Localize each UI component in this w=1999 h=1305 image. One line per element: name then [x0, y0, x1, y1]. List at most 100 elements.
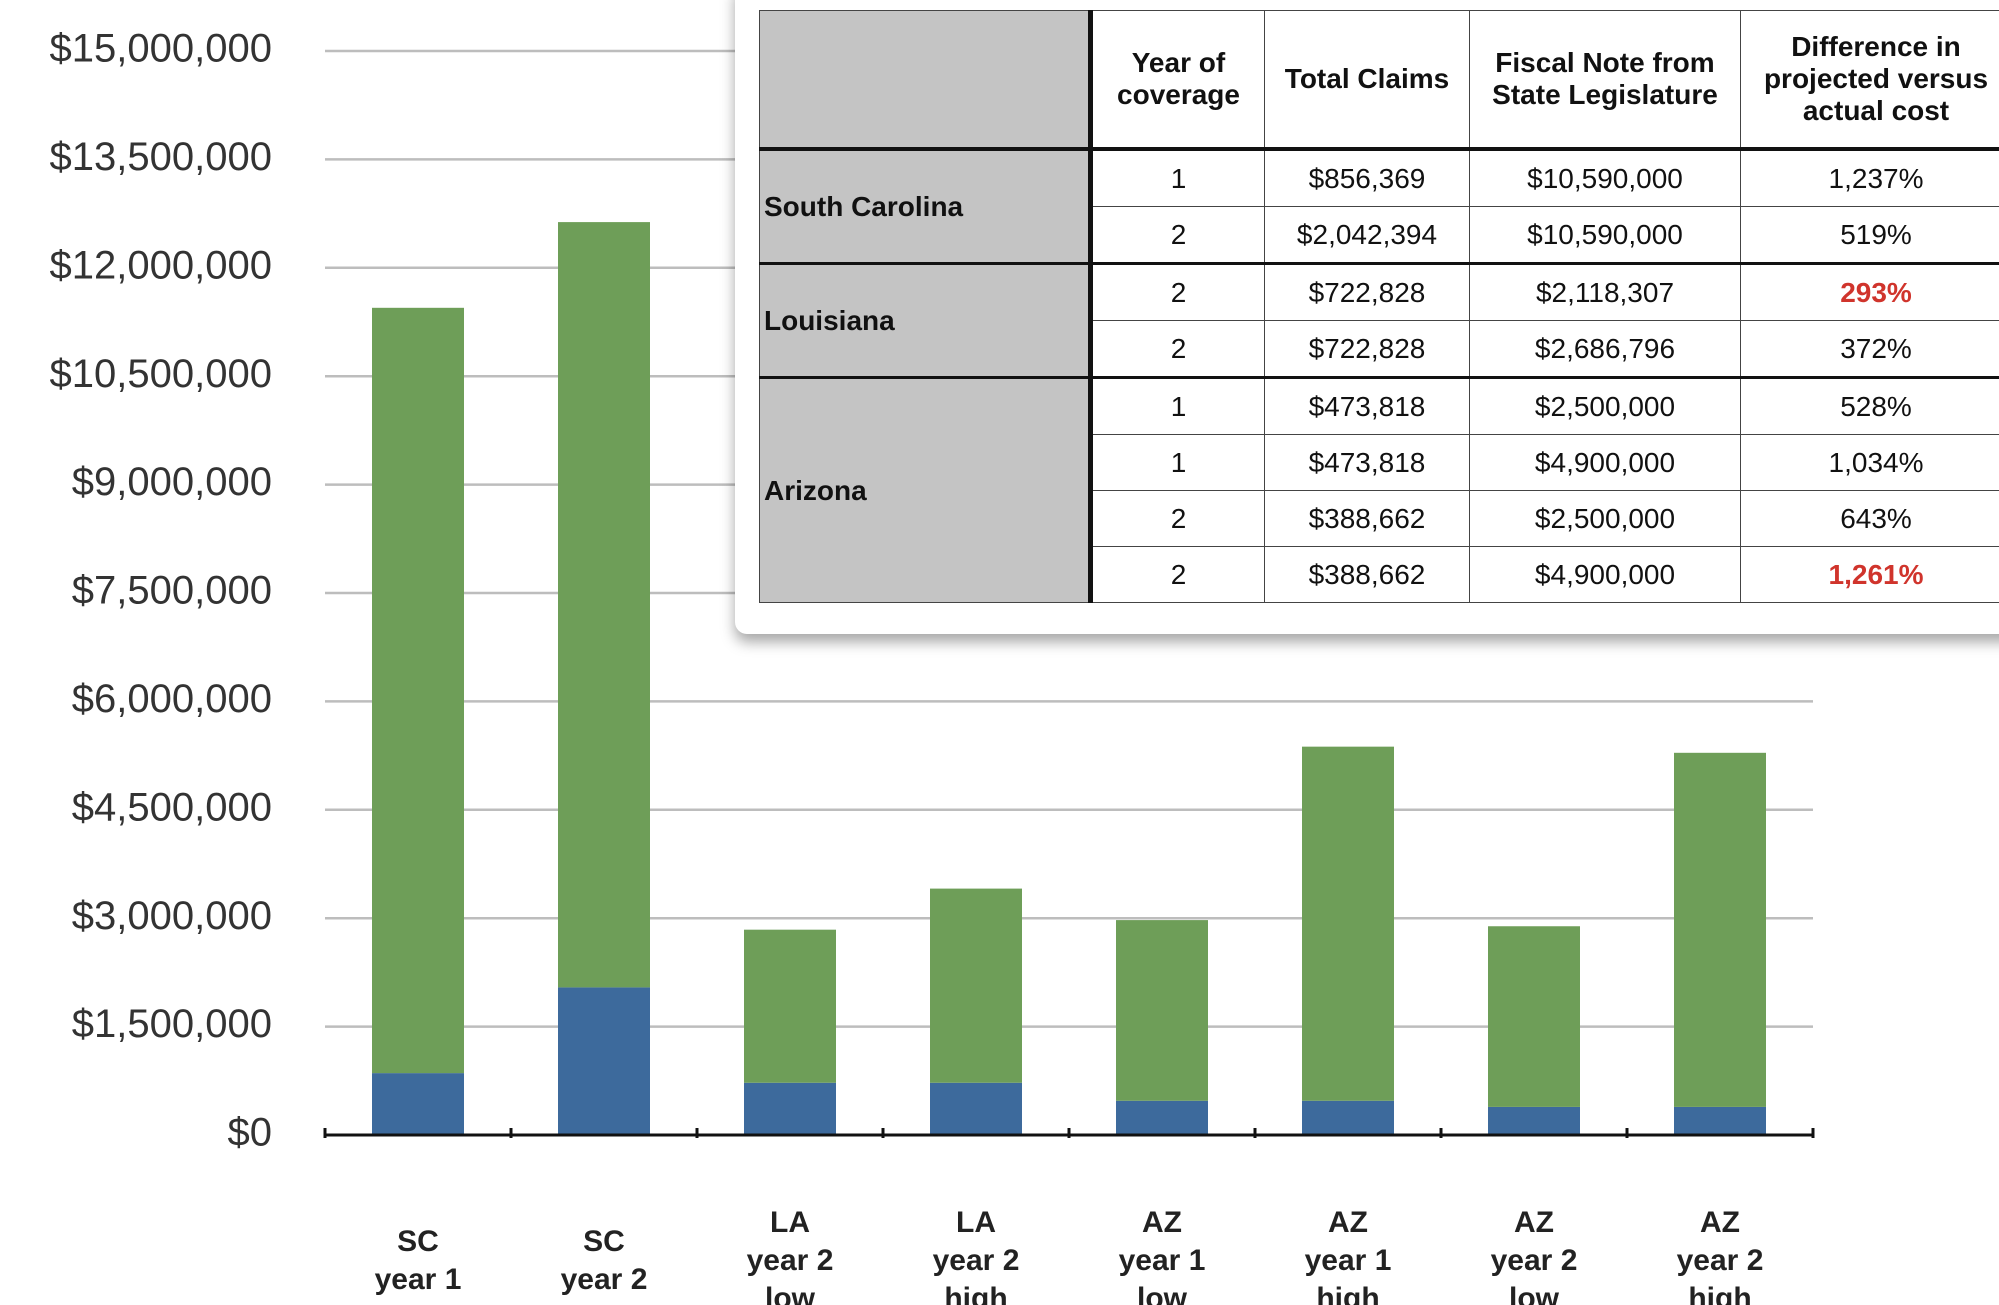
bar-segment — [1116, 920, 1208, 1101]
x-tick-line: high — [1688, 1282, 1751, 1305]
state-cell: South Carolina — [759, 148, 1093, 264]
x-tick-label: SC year 2 — [561, 1225, 648, 1296]
table-row: South Carolina 1 $856,369 $10,590,000 1,237% — [759, 148, 1999, 264]
data-table: Year of coverage Total Claims Fiscal Not… — [759, 10, 1999, 603]
x-tick-line: year 2 — [933, 1244, 1020, 1277]
y-tick-label: $10,500,000 — [50, 352, 272, 396]
table-cell: 643% — [1740, 490, 1999, 547]
x-tick-line: high — [944, 1282, 1007, 1305]
table-row: 2 $388,662 $2,500,000 643% — [760, 490, 1999, 547]
bar-segment — [1302, 746, 1394, 1101]
table-cell: $2,042,394 — [1264, 206, 1470, 264]
table-cell: 528% — [1740, 376, 1999, 435]
bar-segment — [1302, 1100, 1394, 1135]
header-cell: Total Claims — [1264, 10, 1470, 151]
x-tick-line: year 2 — [747, 1244, 834, 1277]
x-tick-line: AZ — [1142, 1206, 1182, 1239]
x-tick-line: year 1 — [1119, 1244, 1206, 1277]
x-tick-line: LA — [770, 1206, 810, 1239]
bar-segment — [1488, 1106, 1580, 1135]
table-cell: $473,818 — [1264, 376, 1470, 435]
x-tick-label: LA year 2 low — [747, 1206, 834, 1305]
bar-segment — [1674, 1106, 1766, 1135]
state-cell: Arizona — [759, 376, 1093, 603]
table-cell: 372% — [1740, 320, 1999, 378]
y-tick-label: $9,000,000 — [72, 460, 272, 504]
table-row: 2 $2,042,394 $10,590,000 519% — [760, 206, 1999, 264]
corner-cell — [759, 10, 1093, 151]
header-cell: Fiscal Note from State Legislature — [1469, 10, 1741, 151]
table-cell: 2 — [1090, 320, 1265, 378]
table-cell: 293% — [1740, 262, 1999, 321]
table-cell: $722,828 — [1264, 320, 1470, 378]
header-cell: Year of coverage — [1090, 10, 1265, 151]
table-cell: $4,900,000 — [1469, 434, 1741, 491]
header-cell: Difference in projected versus actual co… — [1740, 10, 1999, 151]
table-cell: $4,900,000 — [1469, 546, 1741, 603]
x-tick-line: SC — [583, 1225, 625, 1258]
bar-segment — [744, 929, 836, 1083]
x-tick-line: low — [1137, 1282, 1188, 1305]
x-tick-label: AZ year 2 low — [1491, 1206, 1578, 1305]
y-tick-label: $6,000,000 — [72, 677, 272, 721]
table-cell: $10,590,000 — [1469, 148, 1741, 207]
x-tick-line: year 2 — [1677, 1244, 1764, 1277]
x-tick-line: high — [1316, 1282, 1379, 1305]
x-tick-label: AZ year 1 high — [1305, 1206, 1392, 1305]
bar-segment — [744, 1082, 836, 1135]
table-cell: 519% — [1740, 206, 1999, 264]
table-cell: $473,818 — [1264, 434, 1470, 491]
x-tick-line: low — [765, 1282, 816, 1305]
table-cell: 1,261% — [1740, 546, 1999, 603]
table-cell: 1 — [1090, 376, 1265, 435]
table-cell: $2,500,000 — [1469, 490, 1741, 547]
table-row: 2 $388,662 $4,900,000 1,261% — [760, 546, 1999, 603]
table-cell: $388,662 — [1264, 546, 1470, 603]
state-cell: Louisiana — [759, 262, 1093, 378]
table-panel: Year of coverage Total Claims Fiscal Not… — [735, 0, 1999, 634]
x-tick-line: SC — [397, 1225, 439, 1258]
x-tick-line: year 2 — [561, 1263, 648, 1296]
table-cell: 1 — [1090, 148, 1265, 207]
table-cell: 1 — [1090, 434, 1265, 491]
table-row: Arizona 1 $473,818 $2,500,000 528% — [759, 376, 1999, 603]
y-tick-label: $4,500,000 — [72, 785, 272, 829]
header-row: Year of coverage Total Claims Fiscal Not… — [759, 10, 1999, 151]
x-tick-label: AZ year 1 low — [1119, 1206, 1206, 1305]
x-tick-line: year 1 — [375, 1263, 462, 1296]
x-tick-line: LA — [956, 1206, 996, 1239]
y-tick-label: $0 — [228, 1111, 273, 1155]
table-cell: 1,034% — [1740, 434, 1999, 491]
x-tick-line: AZ — [1514, 1206, 1554, 1239]
table-cell: 2 — [1090, 262, 1265, 321]
y-tick-label: $12,000,000 — [50, 243, 272, 287]
bar-segment — [1488, 926, 1580, 1107]
table-cell: $722,828 — [1264, 262, 1470, 321]
x-tick-label: SC year 1 — [375, 1225, 462, 1296]
table-cell: 2 — [1090, 546, 1265, 603]
bar-segment — [1116, 1100, 1208, 1135]
bar-segment — [558, 222, 650, 988]
table-cell: $388,662 — [1264, 490, 1470, 547]
x-tick-line: year 2 — [1491, 1244, 1578, 1277]
table-cell: $2,686,796 — [1469, 320, 1741, 378]
y-tick-label: $3,000,000 — [72, 894, 272, 938]
table-cell: 1,237% — [1740, 148, 1999, 207]
x-tick-line: low — [1509, 1282, 1560, 1305]
bar-segment — [930, 1082, 1022, 1135]
y-tick-label: $1,500,000 — [72, 1002, 272, 1046]
y-tick-label: $15,000,000 — [50, 27, 272, 71]
table-row: 2 $722,828 $2,686,796 372% — [760, 320, 1999, 378]
x-tick-line: AZ — [1700, 1206, 1740, 1239]
x-tick-label: AZ year 2 high — [1677, 1206, 1764, 1305]
table-cell: 2 — [1090, 206, 1265, 264]
y-tick-label: $13,500,000 — [50, 135, 272, 179]
table-cell: $10,590,000 — [1469, 206, 1741, 264]
table-row: Louisiana 2 $722,828 $2,118,307 293% — [759, 262, 1999, 378]
x-tick-line: year 1 — [1305, 1244, 1392, 1277]
y-tick-label: $7,500,000 — [72, 569, 272, 613]
table-cell: $2,118,307 — [1469, 262, 1741, 321]
bar-segment — [372, 307, 464, 1074]
table-row: 1 $473,818 $4,900,000 1,034% — [760, 434, 1999, 491]
